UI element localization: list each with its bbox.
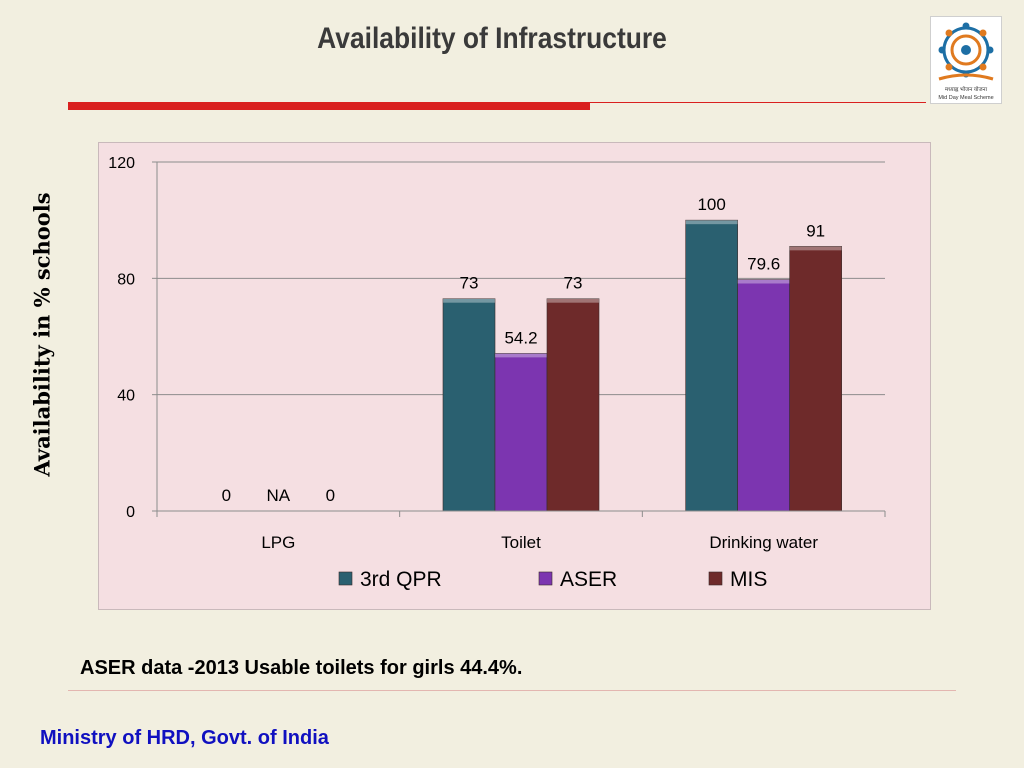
y-tick-label: 0 xyxy=(126,504,135,521)
aser-note: ASER data -2013 Usable toilets for girls… xyxy=(80,657,523,679)
slide-title: Availability of Infrastructure xyxy=(317,22,667,55)
legend-swatch xyxy=(338,571,353,586)
bar xyxy=(685,219,738,512)
legend-swatch xyxy=(538,571,553,586)
bar-highlight xyxy=(547,298,599,303)
chart-area: 0 40 80 120 LPG 0 NA 0 Toilet 73 54.2 73 Drinking wa… xyxy=(98,142,931,610)
y-tick-label: 80 xyxy=(117,271,135,288)
legend-label: ASER xyxy=(560,568,617,591)
legend-swatch xyxy=(708,571,723,586)
bar-chart: 0 40 80 120 LPG 0 NA 0 Toilet 73 54.2 73 Drinking wa… xyxy=(108,155,886,591)
data-label: 73 xyxy=(564,274,583,293)
bar xyxy=(442,298,496,512)
data-label: 91 xyxy=(806,221,825,240)
y-tick-label: 120 xyxy=(108,155,135,172)
x-tick-label: Toilet xyxy=(501,533,541,552)
data-label: 0 xyxy=(222,486,231,505)
x-tick-label: Drinking water xyxy=(709,533,818,552)
x-tick-label: LPG xyxy=(261,533,295,552)
bar xyxy=(494,353,548,512)
bar xyxy=(789,246,842,512)
note-divider xyxy=(68,690,956,691)
legend-label: 3rd QPR xyxy=(360,568,442,591)
bar-highlight xyxy=(789,246,842,251)
legend-label: MIS xyxy=(730,568,767,591)
bar-highlight xyxy=(495,353,547,358)
data-label: 100 xyxy=(697,195,725,214)
bar xyxy=(737,279,790,512)
data-label: 79.6 xyxy=(747,254,780,273)
bar xyxy=(546,298,600,512)
y-axis-label: Availability in % schools xyxy=(29,192,55,477)
logo-caption: Mid Day Meal Scheme xyxy=(938,95,993,101)
bar-highlight xyxy=(443,298,495,303)
bar-highlight xyxy=(737,279,790,284)
title-underline-bar xyxy=(68,102,590,110)
data-label: 73 xyxy=(460,274,479,293)
data-label: 54.2 xyxy=(504,328,537,347)
bar-highlight xyxy=(685,220,738,225)
y-tick-label: 40 xyxy=(117,388,135,405)
logo-text: मध्याह्न भोजन योजना xyxy=(945,86,988,93)
data-label: 0 xyxy=(326,486,335,505)
data-label: NA xyxy=(267,486,291,505)
logo-emblem-icon: मध्याह्न भोजन योजना Mid Day Meal Scheme xyxy=(938,22,994,101)
title-underline-line xyxy=(590,102,926,103)
mid-day-meal-logo: मध्याह्न भोजन योजना Mid Day Meal Scheme xyxy=(930,16,1002,104)
footer-ministry: Ministry of HRD, Govt. of India xyxy=(40,727,329,749)
